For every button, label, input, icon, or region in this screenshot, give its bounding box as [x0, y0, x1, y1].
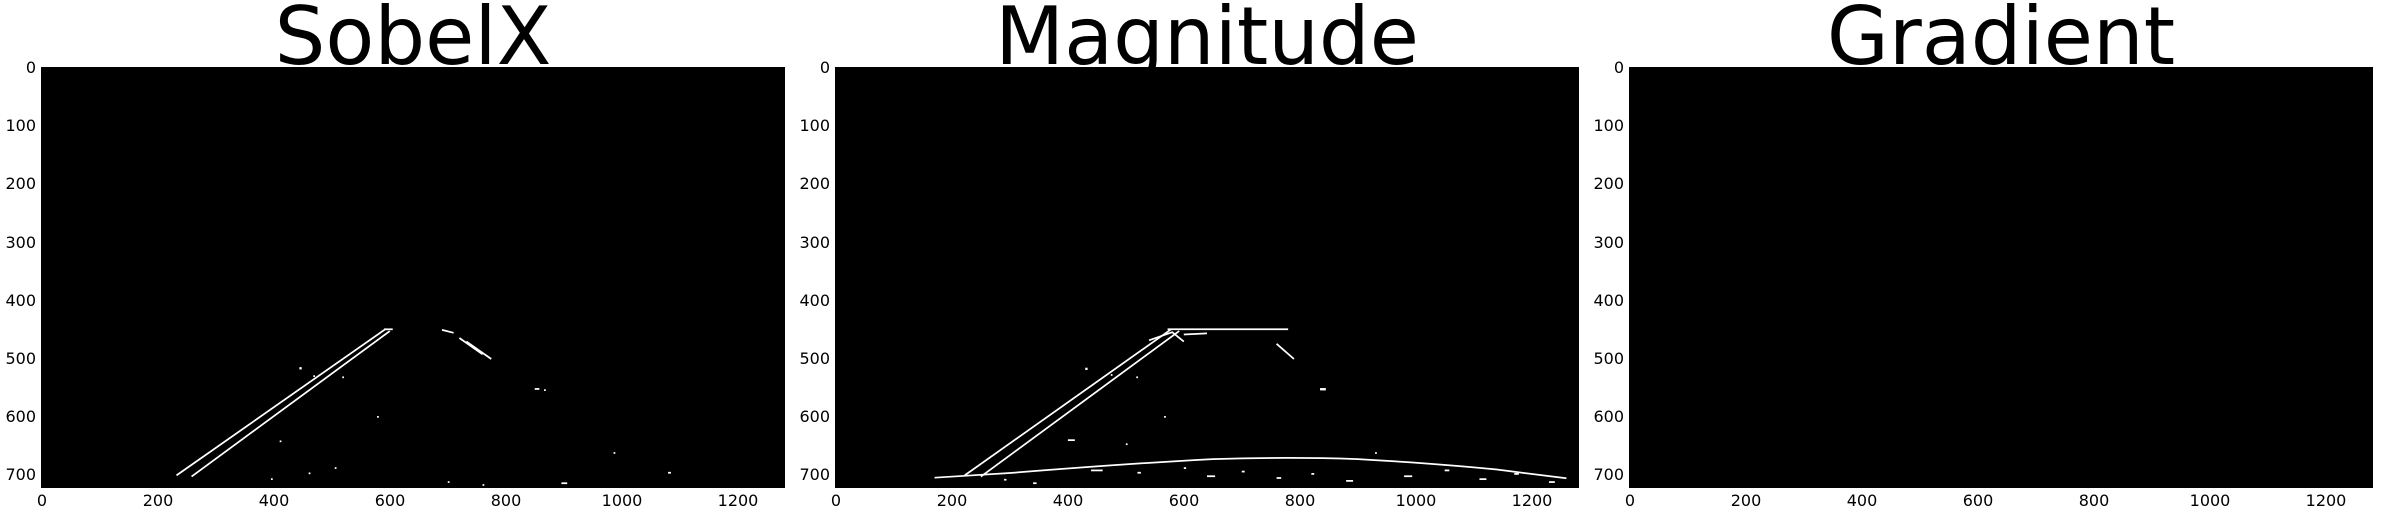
panel-title: Magnitude [995, 0, 1419, 83]
x-tick-label: 400 [258, 491, 290, 510]
x-tick-label: 200 [1730, 491, 1762, 510]
x-tick-label: 1000 [601, 491, 643, 510]
y-tick-label: 500 [1593, 349, 1624, 368]
x-tick-label: 600 [1962, 491, 1994, 510]
y-tick-label: 100 [5, 116, 36, 135]
x-tick-label: 200 [936, 491, 968, 510]
panel-sobelx: SobelX [0, 0, 790, 516]
lane-edge-right-c [441, 329, 454, 334]
y-tick-label: 400 [5, 291, 36, 310]
y-tick-label: 400 [1593, 291, 1624, 310]
y-tick-label: 500 [5, 349, 36, 368]
x-tick-label: 1200 [1511, 491, 1553, 510]
panel-magnitude: Magnitude [794, 0, 1584, 516]
y-tick-label: 400 [799, 291, 830, 310]
x-tick-label: 1000 [2189, 491, 2231, 510]
lane-edge-left-inner [191, 330, 391, 478]
lane-edge-right-a [458, 337, 484, 356]
image-plot-gradient [1629, 67, 2373, 488]
panel-title: SobelX [274, 0, 552, 83]
x-tick-label: 0 [830, 491, 842, 510]
x-tick-label: 1200 [2305, 491, 2347, 510]
y-tick-label: 200 [799, 174, 830, 193]
lane-edge-left-outer [964, 328, 1172, 477]
lane-edge-left-inner [980, 330, 1180, 478]
road-boundary-curve [934, 457, 1567, 480]
edge-image-sobelx [175, 328, 671, 486]
x-tick-label: 1000 [1395, 491, 1437, 510]
image-plot-magnitude [835, 67, 1579, 488]
edge-image-magnitude [934, 328, 1567, 485]
vehicle-edge [1148, 331, 1185, 343]
x-tick-label: 200 [142, 491, 174, 510]
lane-edge-right-b [465, 340, 492, 360]
x-tick-label: 0 [1624, 491, 1636, 510]
x-tick-label: 800 [2078, 491, 2110, 510]
y-tick-label: 100 [799, 116, 830, 135]
y-tick-label: 100 [1593, 116, 1624, 135]
y-tick-label: 200 [5, 174, 36, 193]
lane-edge-right [1275, 343, 1295, 360]
y-tick-label: 700 [799, 465, 830, 484]
y-tick-label: 700 [5, 465, 36, 484]
y-tick-label: 600 [799, 407, 830, 426]
panel-gradient: Gradient 0 100 200 300 400 500 600 700 0… [1588, 0, 2383, 516]
y-tick-label: 300 [799, 233, 830, 252]
y-tick-label: 0 [25, 58, 36, 77]
y-tick-label: 500 [799, 349, 830, 368]
y-tick-label: 600 [5, 407, 36, 426]
y-tick-label: 0 [1613, 58, 1624, 77]
x-tick-label: 0 [36, 491, 48, 510]
lane-edge-left-outer [175, 328, 386, 477]
y-tick-label: 0 [819, 58, 830, 77]
x-tick-label: 600 [1168, 491, 1200, 510]
y-tick-label: 300 [1593, 233, 1624, 252]
y-tick-label: 600 [1593, 407, 1624, 426]
y-tick-label: 200 [1593, 174, 1624, 193]
x-tick-label: 1200 [717, 491, 759, 510]
x-tick-label: 400 [1846, 491, 1878, 510]
x-tick-label: 800 [490, 491, 522, 510]
x-tick-label: 600 [374, 491, 406, 510]
panel-title: Gradient [1826, 0, 2176, 83]
x-tick-label: 800 [1284, 491, 1316, 510]
y-tick-label: 300 [5, 233, 36, 252]
image-plot-sobelx [41, 67, 785, 488]
y-tick-label: 700 [1593, 465, 1624, 484]
x-tick-label: 400 [1052, 491, 1084, 510]
